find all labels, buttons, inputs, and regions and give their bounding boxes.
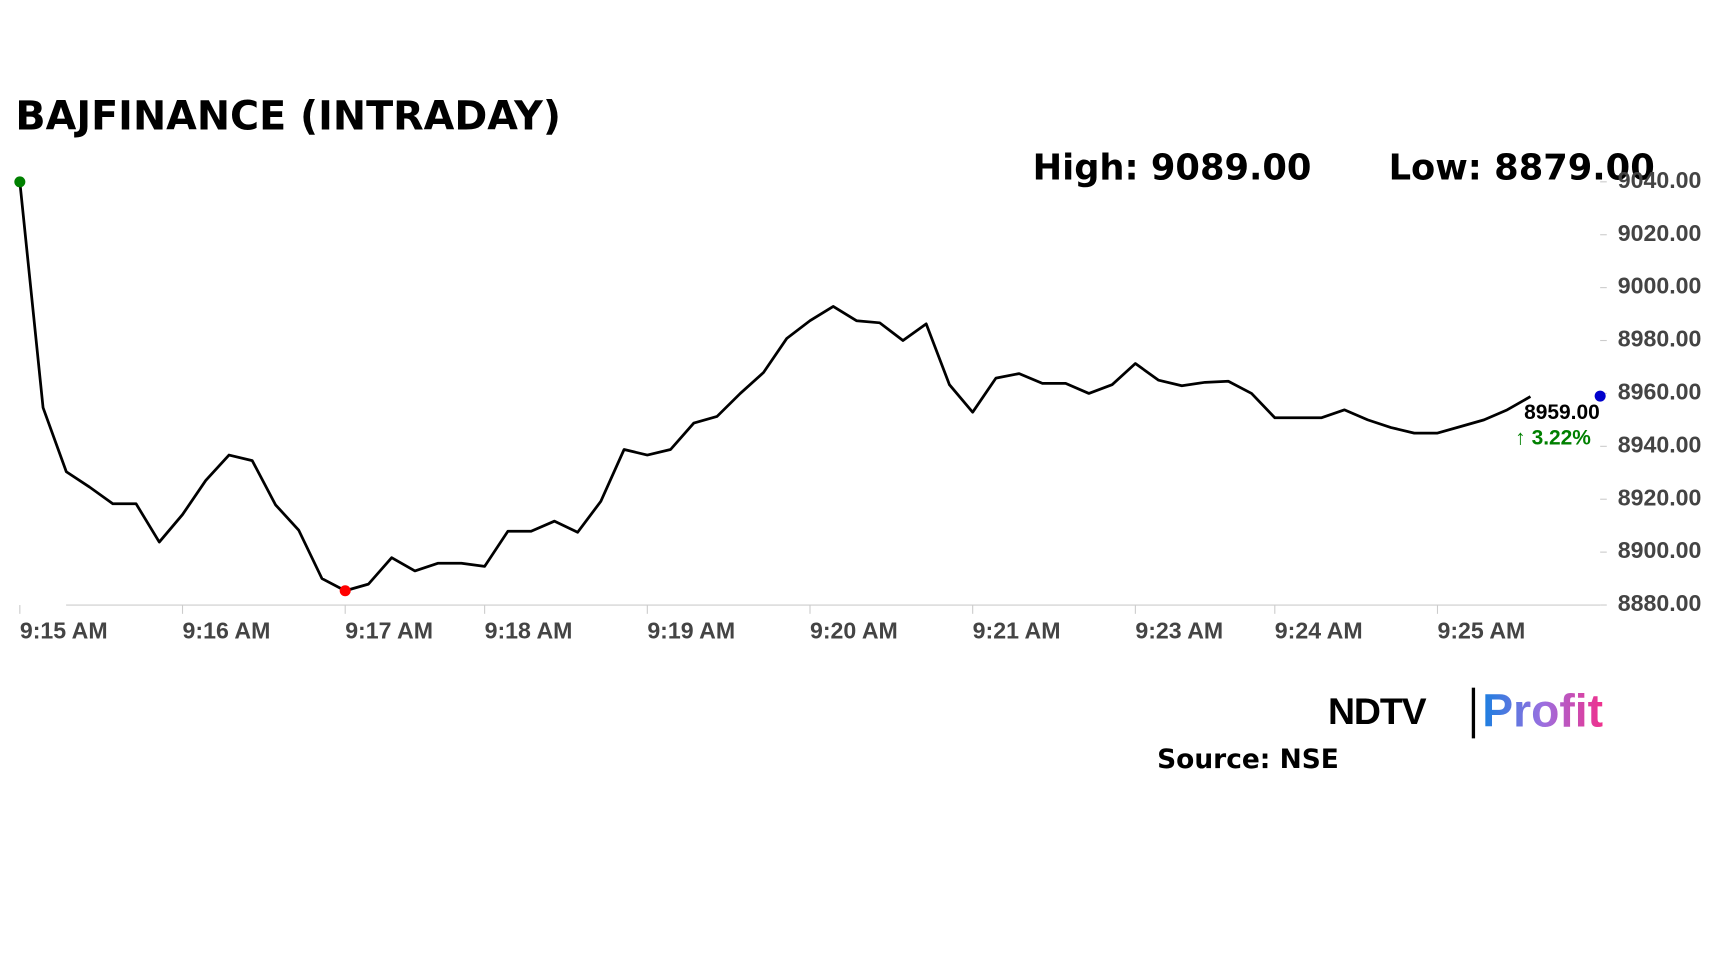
y-tick-label: 9020.00: [1618, 220, 1702, 246]
y-tick-label: 8920.00: [1618, 484, 1702, 510]
last-value: 8959.00: [1524, 401, 1600, 424]
x-tick-label: 9:20 AM: [810, 618, 898, 644]
low-label: Low: 8879.00: [1389, 148, 1655, 189]
x-tick-label: 9:23 AM: [1135, 618, 1223, 644]
logo-ndtv: NDTV: [1328, 690, 1427, 732]
chart-title: BAJFINANCE (INTRADAY): [15, 94, 561, 140]
x-tick-label: 9:21 AM: [973, 618, 1061, 644]
x-tick-label: 9:16 AM: [183, 618, 271, 644]
change-label: ↑ 3.22%: [1515, 427, 1591, 450]
y-tick-label: 8940.00: [1618, 431, 1702, 457]
x-tick-label: 9:18 AM: [485, 618, 573, 644]
logo-profit: Profit: [1482, 684, 1603, 736]
marker: [339, 585, 351, 597]
x-tick-label: 9:15 AM: [20, 618, 108, 644]
source: Source: NSE: [1157, 744, 1339, 775]
x-tick-label: 9:17 AM: [345, 618, 433, 644]
high-label: High: 9089.00: [1033, 148, 1312, 189]
line-series: [18, 181, 1532, 593]
x-tick-label: 9:19 AM: [647, 618, 735, 644]
y-tick-label: 8960.00: [1618, 379, 1702, 405]
y-tick-label: 8900.00: [1618, 537, 1702, 563]
marker: [14, 176, 26, 188]
y-tick-label: 8980.00: [1618, 326, 1702, 352]
x-tick-label: 9:24 AM: [1275, 618, 1363, 644]
y-tick-label: 9000.00: [1618, 273, 1702, 299]
marker: [1594, 390, 1606, 402]
y-tick-label: 8880.00: [1618, 590, 1702, 616]
y-tick-label: 9040.00: [1618, 167, 1702, 193]
x-tick-label: 9:25 AM: [1437, 618, 1525, 644]
